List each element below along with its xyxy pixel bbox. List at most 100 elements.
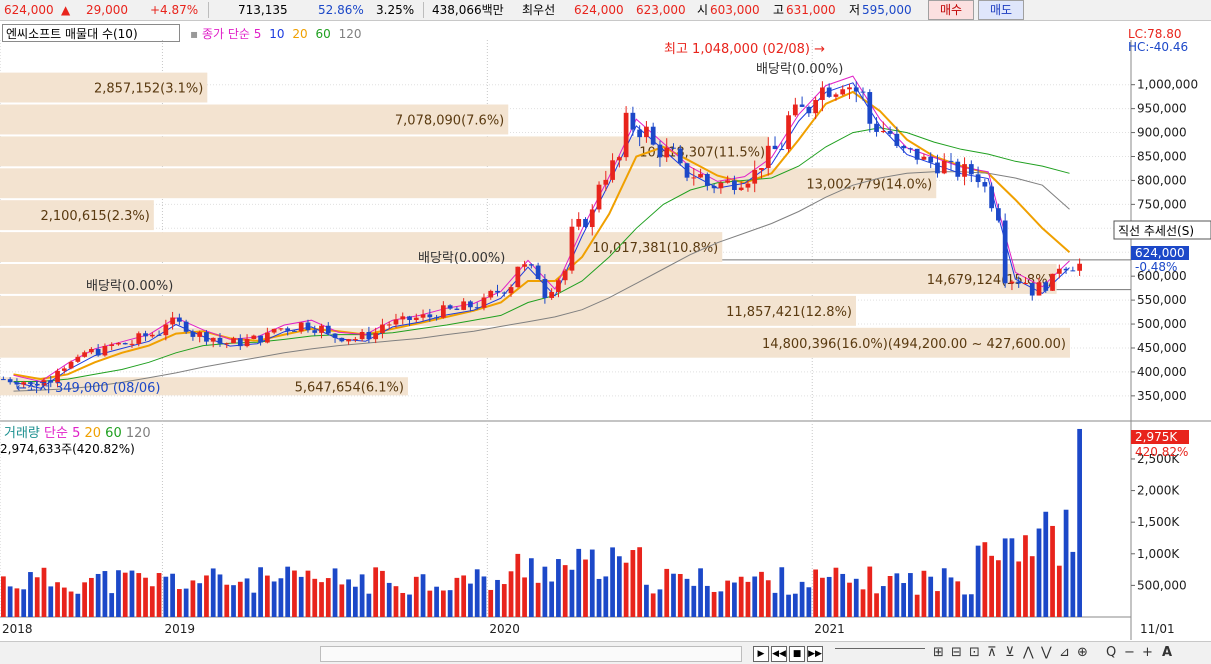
ask-price: 624,000 [574, 3, 624, 17]
volume-bar [400, 592, 406, 617]
candle-body [319, 325, 324, 333]
volume-bar [373, 567, 379, 617]
ma-line-5 [13, 75, 1070, 383]
volume-legend-item: 단순 5 [40, 426, 80, 441]
volume-bar [122, 572, 128, 617]
volume-bar [576, 548, 582, 617]
volume-legend-item: 120 [122, 426, 151, 441]
volume-bar [569, 569, 575, 617]
volume-bar [352, 586, 358, 617]
legend-ma20: 20 [292, 27, 308, 41]
x-tick-label: 2020 [489, 622, 520, 636]
candle-body [400, 316, 406, 320]
candle-body [251, 335, 257, 340]
volume-bar [89, 577, 94, 617]
volume-bar [488, 589, 494, 617]
volume-bar [968, 594, 974, 617]
candle-body [725, 180, 731, 183]
volume-legend-item: 60 [101, 426, 122, 441]
candle-body [170, 317, 175, 325]
trendline-label: 직선 추세선(S) [1118, 224, 1194, 238]
candle-body [102, 345, 108, 356]
candle-body [616, 157, 622, 161]
candle-body [908, 148, 913, 150]
candle-body [48, 380, 54, 383]
volume-bar [116, 570, 121, 617]
candle-body [1070, 270, 1076, 272]
candle-body [68, 361, 74, 369]
volume-bar [407, 594, 412, 617]
tool-icon-8[interactable]: ⊿ [1059, 645, 1070, 660]
stop-icon[interactable]: ■ [789, 646, 805, 662]
candle-body [481, 297, 487, 308]
trade-volume: 713,135 [238, 3, 288, 17]
volume-bar [380, 570, 385, 617]
volume-bar [413, 576, 419, 617]
scroll-track[interactable] [320, 646, 742, 662]
candle-body [989, 186, 994, 209]
candle-body [772, 145, 778, 150]
volume-profile-bar [0, 136, 770, 167]
volume-bar [237, 581, 243, 617]
volume-bar [474, 569, 480, 617]
volume-bar [989, 555, 994, 617]
tool-icon-7[interactable]: ⋁ [1041, 645, 1052, 660]
tool-icon-2[interactable]: ⊟ [951, 645, 962, 660]
tool-icon-3[interactable]: ⊡ [969, 645, 980, 660]
zoom-out-icon[interactable]: − [1124, 645, 1135, 660]
volume-profile-bar [0, 264, 1057, 294]
candle-body [596, 184, 602, 210]
legend-marker-icon: ▪ [190, 27, 199, 41]
candle-body [89, 348, 94, 353]
sell-button[interactable]: 매도 [978, 0, 1024, 20]
volume-bar [887, 576, 893, 617]
candle-body [204, 332, 209, 342]
tool-icon-1[interactable]: ⊞ [933, 645, 944, 660]
tool-icon-4[interactable]: ⊼ [987, 645, 997, 660]
candle-body [143, 333, 148, 337]
search-icon[interactable]: Q [1106, 645, 1117, 660]
volume-bar [102, 571, 108, 617]
ma-line-60 [13, 127, 1070, 382]
candle-body [833, 94, 839, 97]
volume-bar [562, 565, 568, 617]
price-volume-chart[interactable]: 1,000,000 950,000 900,000 850,000 800,000 750… [0, 20, 1211, 640]
volume-bar [935, 591, 940, 617]
up-arrow-icon: ▲ [61, 3, 71, 17]
tool-icon-9[interactable]: ⊕ [1077, 645, 1088, 660]
volume-bar [55, 582, 60, 617]
zoom-in-icon[interactable]: + [1142, 645, 1153, 660]
volume-bar [908, 573, 913, 617]
candle-body [508, 287, 514, 294]
zoom-slider[interactable] [835, 648, 925, 649]
candle-body [163, 324, 169, 336]
candle-body [447, 305, 453, 309]
candle-body [149, 334, 155, 337]
candle-body [427, 314, 433, 318]
volume-profile-bar [0, 168, 937, 199]
forward-icon[interactable]: ▶▶ [807, 646, 823, 662]
volume-bar [1002, 538, 1008, 617]
tool-icon-5[interactable]: ⊻ [1005, 645, 1015, 660]
bid-price: 623,000 [636, 3, 686, 17]
candle-body [305, 322, 311, 331]
volume-bar [393, 586, 399, 617]
volume-bar [190, 580, 196, 617]
volume-bar [231, 585, 236, 617]
rewind-icon[interactable]: ◀◀ [771, 646, 787, 662]
candle-body [258, 335, 263, 343]
stock-select[interactable]: 엔씨소프트 매물대 수(10) [2, 24, 180, 42]
buy-button[interactable]: 매수 [928, 0, 974, 20]
text-tool-icon[interactable]: A [1162, 645, 1173, 660]
play-icon[interactable]: ▶ [753, 646, 769, 662]
volume-bar [975, 545, 981, 617]
volume-bar [197, 583, 203, 617]
volume-bar [292, 570, 297, 617]
tool-icon-6[interactable]: ⋀ [1023, 645, 1034, 660]
candlestick-layer [1, 81, 1082, 389]
volume-bar [454, 577, 460, 617]
low-annotation: ←최저 349,000 (08/06) [16, 381, 160, 396]
volume-bar [671, 573, 676, 617]
divider [423, 2, 424, 18]
volume-profile-label: 11,857,421(12.8%) [726, 305, 852, 320]
